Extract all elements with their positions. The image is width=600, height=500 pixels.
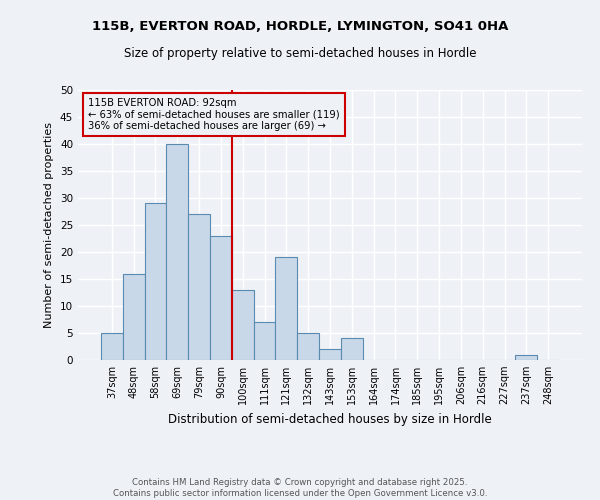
Bar: [275, 258, 297, 360]
Bar: [210, 236, 232, 360]
Text: 115B EVERTON ROAD: 92sqm
← 63% of semi-detached houses are smaller (119)
36% of : 115B EVERTON ROAD: 92sqm ← 63% of semi-d…: [88, 98, 340, 132]
Bar: [319, 349, 341, 360]
Y-axis label: Number of semi-detached properties: Number of semi-detached properties: [44, 122, 55, 328]
Text: 115B, EVERTON ROAD, HORDLE, LYMINGTON, SO41 0HA: 115B, EVERTON ROAD, HORDLE, LYMINGTON, S…: [92, 20, 508, 33]
Bar: [232, 290, 254, 360]
Bar: [145, 204, 166, 360]
X-axis label: Distribution of semi-detached houses by size in Hordle: Distribution of semi-detached houses by …: [168, 412, 492, 426]
Bar: [254, 322, 275, 360]
Bar: [297, 333, 319, 360]
Bar: [515, 354, 537, 360]
Text: Contains HM Land Registry data © Crown copyright and database right 2025.
Contai: Contains HM Land Registry data © Crown c…: [113, 478, 487, 498]
Bar: [166, 144, 188, 360]
Text: Size of property relative to semi-detached houses in Hordle: Size of property relative to semi-detach…: [124, 48, 476, 60]
Bar: [123, 274, 145, 360]
Bar: [341, 338, 363, 360]
Bar: [188, 214, 210, 360]
Bar: [101, 333, 123, 360]
